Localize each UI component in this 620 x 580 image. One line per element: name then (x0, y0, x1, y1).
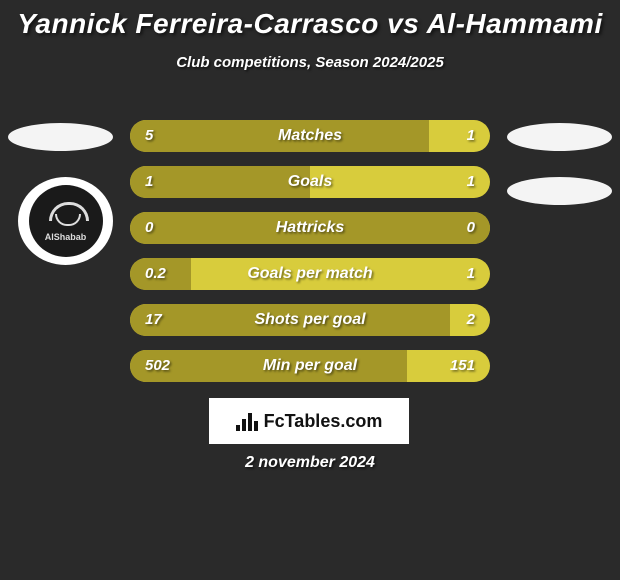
bar-left-fill (130, 304, 450, 336)
subtitle: Club competitions, Season 2024/2025 (0, 54, 620, 71)
stat-row: Goals per match0.21 (0, 258, 620, 290)
bar-track (130, 304, 490, 336)
stat-value-left: 17 (145, 304, 162, 336)
stat-value-right: 151 (450, 350, 475, 382)
page-title: Yannick Ferreira-Carrasco vs Al-Hammami (0, 0, 620, 40)
stat-value-right: 1 (467, 258, 475, 290)
stat-row: Hattricks00 (0, 212, 620, 244)
bar-left-fill (130, 166, 310, 198)
stat-value-left: 0 (145, 212, 153, 244)
stat-row: Min per goal502151 (0, 350, 620, 382)
bar-track (130, 120, 490, 152)
stat-value-right: 0 (467, 212, 475, 244)
bar-left-fill (130, 212, 490, 244)
bar-track (130, 212, 490, 244)
bar-track (130, 258, 490, 290)
bar-track (130, 350, 490, 382)
stat-row: Shots per goal172 (0, 304, 620, 336)
infographic-container: Yannick Ferreira-Carrasco vs Al-Hammami … (0, 0, 620, 580)
stat-row: Matches51 (0, 120, 620, 152)
stat-value-left: 502 (145, 350, 170, 382)
stat-row: Goals11 (0, 166, 620, 198)
date-text: 2 november 2024 (0, 454, 620, 472)
stat-value-right: 2 (467, 304, 475, 336)
stat-value-left: 5 (145, 120, 153, 152)
branding-text: FcTables.com (264, 411, 383, 432)
bar-left-fill (130, 350, 407, 382)
branding-badge: FcTables.com (209, 398, 409, 444)
stat-value-right: 1 (467, 166, 475, 198)
stat-value-right: 1 (467, 120, 475, 152)
bar-chart-icon (236, 411, 260, 431)
stat-rows: Matches51Goals11Hattricks00Goals per mat… (0, 120, 620, 396)
stat-value-left: 1 (145, 166, 153, 198)
bar-left-fill (130, 120, 429, 152)
stat-value-left: 0.2 (145, 258, 166, 290)
bar-track (130, 166, 490, 198)
